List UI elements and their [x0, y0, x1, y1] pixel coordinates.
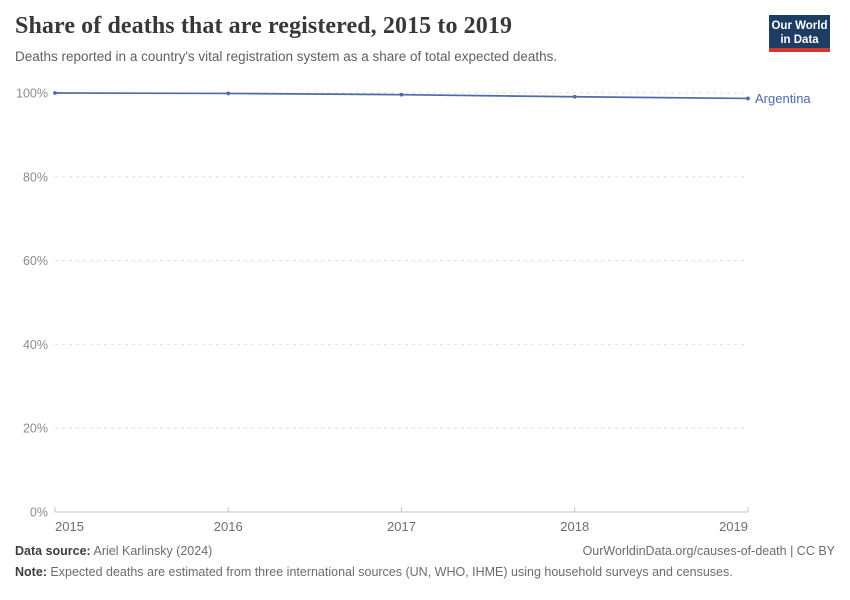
y-tick-label: 100%: [16, 87, 48, 101]
note-text: Note: Expected deaths are estimated from…: [15, 565, 835, 579]
data-point[interactable]: [226, 91, 231, 96]
y-tick-label: 80%: [23, 170, 48, 184]
owid-logo[interactable]: Our World in Data: [769, 15, 830, 52]
data-source-value: Ariel Karlinsky (2024): [90, 544, 213, 558]
x-tick-label: 2016: [214, 519, 243, 534]
series-end-label[interactable]: Argentina: [755, 91, 811, 106]
data-source-label: Data source:: [15, 544, 91, 558]
y-tick-label: 60%: [23, 254, 48, 268]
owid-logo-line1: Our World: [771, 20, 828, 32]
data-point[interactable]: [53, 91, 57, 95]
x-tick-label: 2017: [387, 519, 416, 534]
data-source-text: Data source: Ariel Karlinsky (2024): [15, 544, 212, 558]
y-tick-label: 0%: [30, 506, 48, 520]
x-tick-label: 2015: [55, 519, 84, 534]
y-tick-label: 40%: [23, 338, 48, 352]
data-point[interactable]: [572, 94, 577, 99]
x-tick-label: 2019: [719, 519, 748, 534]
data-point[interactable]: [746, 96, 750, 101]
y-tick-label: 20%: [23, 422, 48, 436]
chart-header: Share of deaths that are registered, 201…: [15, 13, 750, 64]
chart-title: Share of deaths that are registered, 201…: [15, 13, 513, 39]
data-point[interactable]: [399, 92, 404, 97]
x-tick-label: 2018: [560, 519, 589, 534]
chart-footer: Data source: Ariel Karlinsky (2024) OurW…: [15, 544, 835, 579]
chart-subtitle: Deaths reported in a country's vital reg…: [15, 49, 558, 64]
footer-link[interactable]: OurWorldinData.org/causes-of-death | CC …: [582, 544, 835, 558]
note-value: Expected deaths are estimated from three…: [46, 565, 733, 579]
note-label: Note:: [15, 565, 47, 579]
line-chart-plot: 0% 20% 40% 60% 80% 100% 2015 2016 2017 2018 2019 Ar…: [16, 87, 811, 535]
owid-logo-line2: in Data: [780, 34, 819, 47]
